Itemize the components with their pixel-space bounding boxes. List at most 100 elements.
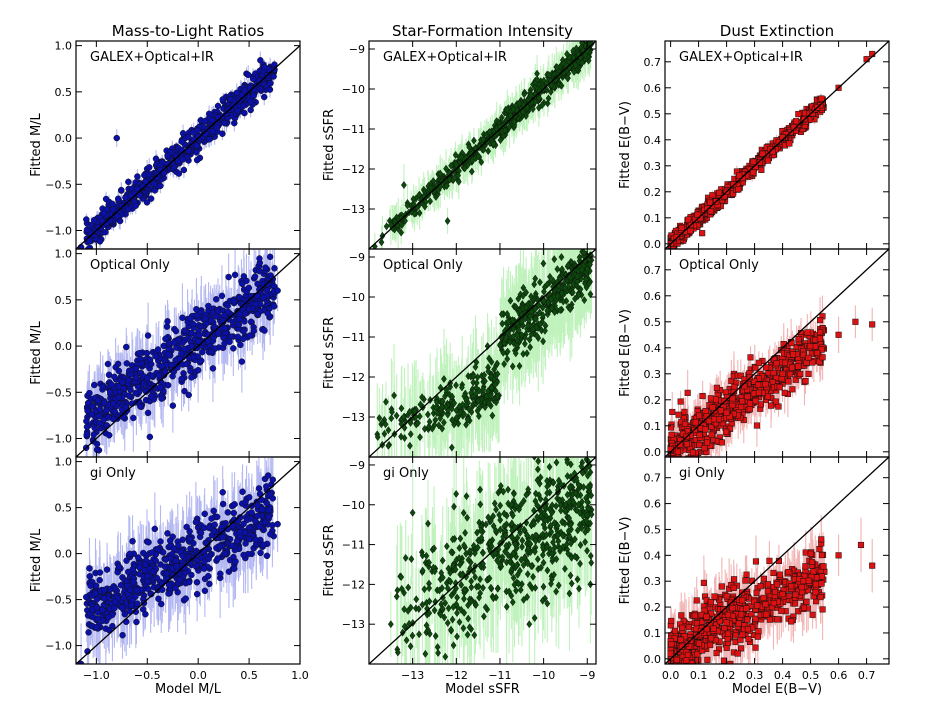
data-point xyxy=(154,170,161,178)
data-point xyxy=(104,360,112,368)
data-point xyxy=(149,568,157,575)
data-point xyxy=(119,379,126,386)
data-point xyxy=(247,98,254,106)
y-tick-label: −0.5 xyxy=(45,594,72,607)
data-point xyxy=(86,244,94,249)
data-point xyxy=(243,277,250,285)
data-point xyxy=(147,195,155,202)
data-point xyxy=(151,525,159,533)
data-point xyxy=(115,394,123,401)
data-point xyxy=(227,95,234,103)
data-point xyxy=(219,130,226,137)
data-point xyxy=(427,197,434,206)
data-point xyxy=(180,166,188,174)
data-point xyxy=(239,488,246,496)
data-point xyxy=(181,387,188,395)
data-point xyxy=(185,147,192,155)
data-point xyxy=(210,527,218,535)
data-point xyxy=(209,365,217,372)
data-point xyxy=(109,200,116,208)
data-point xyxy=(120,594,127,601)
data-point xyxy=(242,540,249,547)
data-point xyxy=(182,595,189,602)
data-point xyxy=(172,327,180,335)
data-point xyxy=(193,142,201,150)
data-point xyxy=(134,554,142,561)
data-point xyxy=(267,530,274,538)
data-point xyxy=(219,96,227,103)
data-point xyxy=(126,392,133,399)
data-point xyxy=(225,568,233,575)
data-point xyxy=(132,365,140,372)
data-point xyxy=(265,506,272,514)
panel-label: gi Only xyxy=(90,466,136,481)
data-point xyxy=(144,332,152,339)
data-point xyxy=(118,202,126,210)
data-point xyxy=(90,381,98,389)
data-point xyxy=(187,367,194,375)
data-point xyxy=(155,372,163,379)
data-point xyxy=(121,610,129,618)
data-point xyxy=(132,608,140,615)
y-axis-label: Fitted M/L xyxy=(29,528,44,592)
data-point xyxy=(133,185,141,193)
data-point xyxy=(162,335,169,343)
data-point xyxy=(95,413,103,420)
data-point xyxy=(254,311,261,318)
data-point xyxy=(263,483,270,490)
data-point xyxy=(159,549,167,556)
data-point xyxy=(175,542,182,549)
data-point xyxy=(250,327,258,335)
data-point xyxy=(187,545,194,552)
data-point xyxy=(221,550,229,557)
data-point xyxy=(219,534,227,541)
data-point xyxy=(234,107,241,114)
data-point xyxy=(215,330,222,337)
data-point xyxy=(147,393,155,400)
data-point xyxy=(169,372,176,380)
data-point xyxy=(240,327,247,335)
data-point xyxy=(134,600,141,607)
data-point xyxy=(133,587,141,594)
data-point xyxy=(148,549,156,556)
data-point xyxy=(125,206,132,213)
data-point xyxy=(250,92,258,99)
data-point xyxy=(88,410,96,418)
data-point xyxy=(219,489,226,496)
data-point xyxy=(129,565,137,573)
data-point xyxy=(201,117,209,125)
data-point xyxy=(83,226,91,234)
data-point xyxy=(231,501,238,508)
data-point xyxy=(100,416,107,424)
data-point xyxy=(261,64,268,71)
data-point xyxy=(238,358,246,365)
panel-frame xyxy=(75,456,301,665)
data-point xyxy=(115,367,123,375)
data-point xyxy=(246,535,253,543)
data-point xyxy=(252,536,259,544)
data-point xyxy=(146,433,154,441)
data-point xyxy=(130,414,137,422)
data-point xyxy=(193,156,201,164)
data-point xyxy=(245,284,253,292)
data-point xyxy=(181,327,189,334)
data-point xyxy=(101,586,108,594)
data-point xyxy=(146,356,154,364)
data-point xyxy=(264,280,272,288)
data-point xyxy=(210,507,217,515)
data-point xyxy=(155,595,162,603)
data-point xyxy=(173,563,180,570)
data-point xyxy=(89,403,97,410)
one-to-one-line xyxy=(76,253,300,457)
data-point xyxy=(201,558,208,565)
data-point xyxy=(241,310,249,317)
data-point xyxy=(193,305,200,313)
data-point xyxy=(243,516,251,524)
data-point xyxy=(179,314,186,322)
data-point xyxy=(167,361,175,369)
data-point xyxy=(581,33,586,40)
data-point xyxy=(231,516,238,523)
data-point xyxy=(248,509,255,516)
data-point xyxy=(185,578,193,586)
